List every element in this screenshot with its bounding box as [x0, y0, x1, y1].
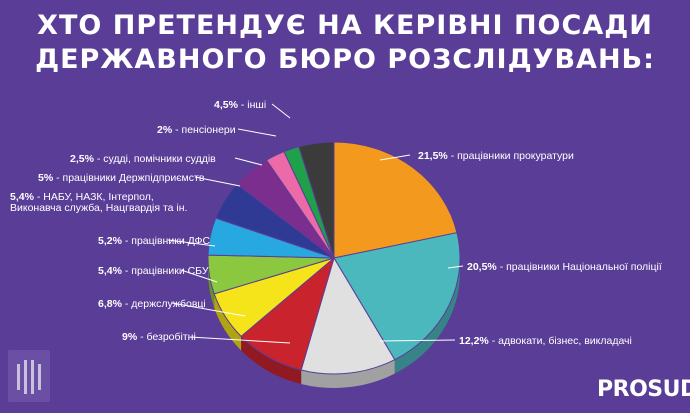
leader-line-5	[171, 302, 246, 317]
leader-line-2	[447, 265, 464, 269]
pie-side-2	[394, 258, 460, 374]
slice-value-6: 5,4%	[98, 265, 123, 277]
pie-side-5	[214, 293, 242, 351]
slice-value-12: 4,5%	[214, 99, 239, 111]
slice-value-8: 5,4%	[10, 191, 35, 203]
slice-value-1: 21,5%	[418, 150, 448, 162]
slice-label-7: 5,2% - працівники ДФС	[98, 235, 210, 247]
pie-side-3	[301, 359, 395, 388]
slice-label-5: 6,8% - держслужбовці	[98, 298, 206, 310]
slice-label-12: 4,5% - інші	[214, 99, 266, 111]
pie-slices	[207, 141, 461, 375]
pie-side-group	[208, 258, 460, 388]
slice-label-6: 5,4% - працівники СБУ	[98, 265, 209, 277]
slice-label-9: 5% - працівники Держпідприємств	[38, 172, 205, 184]
chart-title-line-2: ДЕРЖАВНОГО БЮРО РОЗСЛІДУВАНЬ:	[35, 44, 655, 75]
slice-label-8: 5,4% - НАБУ, НАЗК, Інтерпол, Виконавча сл…	[10, 191, 187, 214]
slice-value-9: 5%	[38, 172, 54, 184]
slice-value-10: 2,5%	[70, 153, 95, 165]
leader-line-9	[194, 176, 241, 187]
brand-logo: PROSUD	[597, 377, 690, 402]
slice-label-2: 20,5% - працівники Національної поліції	[467, 261, 662, 273]
pie-labels: 21,5% - працівники прокуратури 20,5% - пр…	[10, 99, 662, 347]
slice-value-5: 6,8%	[98, 298, 123, 310]
pie-side-4	[241, 336, 302, 384]
pie-slice-2	[333, 232, 461, 361]
court-logo-icon	[8, 350, 50, 402]
pie-slice-1	[333, 141, 458, 259]
slice-value-4: 9%	[122, 331, 138, 343]
pie-slice-3	[300, 256, 396, 375]
leader-line-1	[379, 154, 411, 161]
pie-side-6	[208, 258, 215, 308]
slice-value-7: 5,2%	[98, 235, 123, 247]
slice-label-11: 2% - пенсіонери	[157, 124, 236, 136]
slice-label-3: 12,2% - адвокати, бізнес, викладачі	[459, 335, 632, 347]
leader-line-6	[180, 269, 218, 283]
slice-value-2: 20,5%	[467, 261, 497, 273]
leader-line-4	[189, 336, 291, 344]
leader-line-11	[237, 128, 277, 137]
slice-value-3: 12,2%	[459, 335, 489, 347]
chart-title-line-1: ХТО ПРЕТЕНДУЄ НА КЕРІВНІ ПОСАДИ	[37, 10, 653, 41]
slice-label-10: 2,5% - судді, помічники суддів	[70, 153, 216, 165]
leader-line-10	[234, 157, 263, 166]
leader-line-7	[167, 239, 216, 247]
leader-line-12	[271, 103, 291, 119]
leader-line-3	[379, 339, 456, 342]
slice-label-4: 9% - безробітні	[122, 331, 196, 343]
slice-value-11: 2%	[157, 124, 173, 136]
pie-slice-12	[298, 141, 335, 259]
slice-label-1: 21,5% - працівники прокуратури	[418, 150, 574, 162]
